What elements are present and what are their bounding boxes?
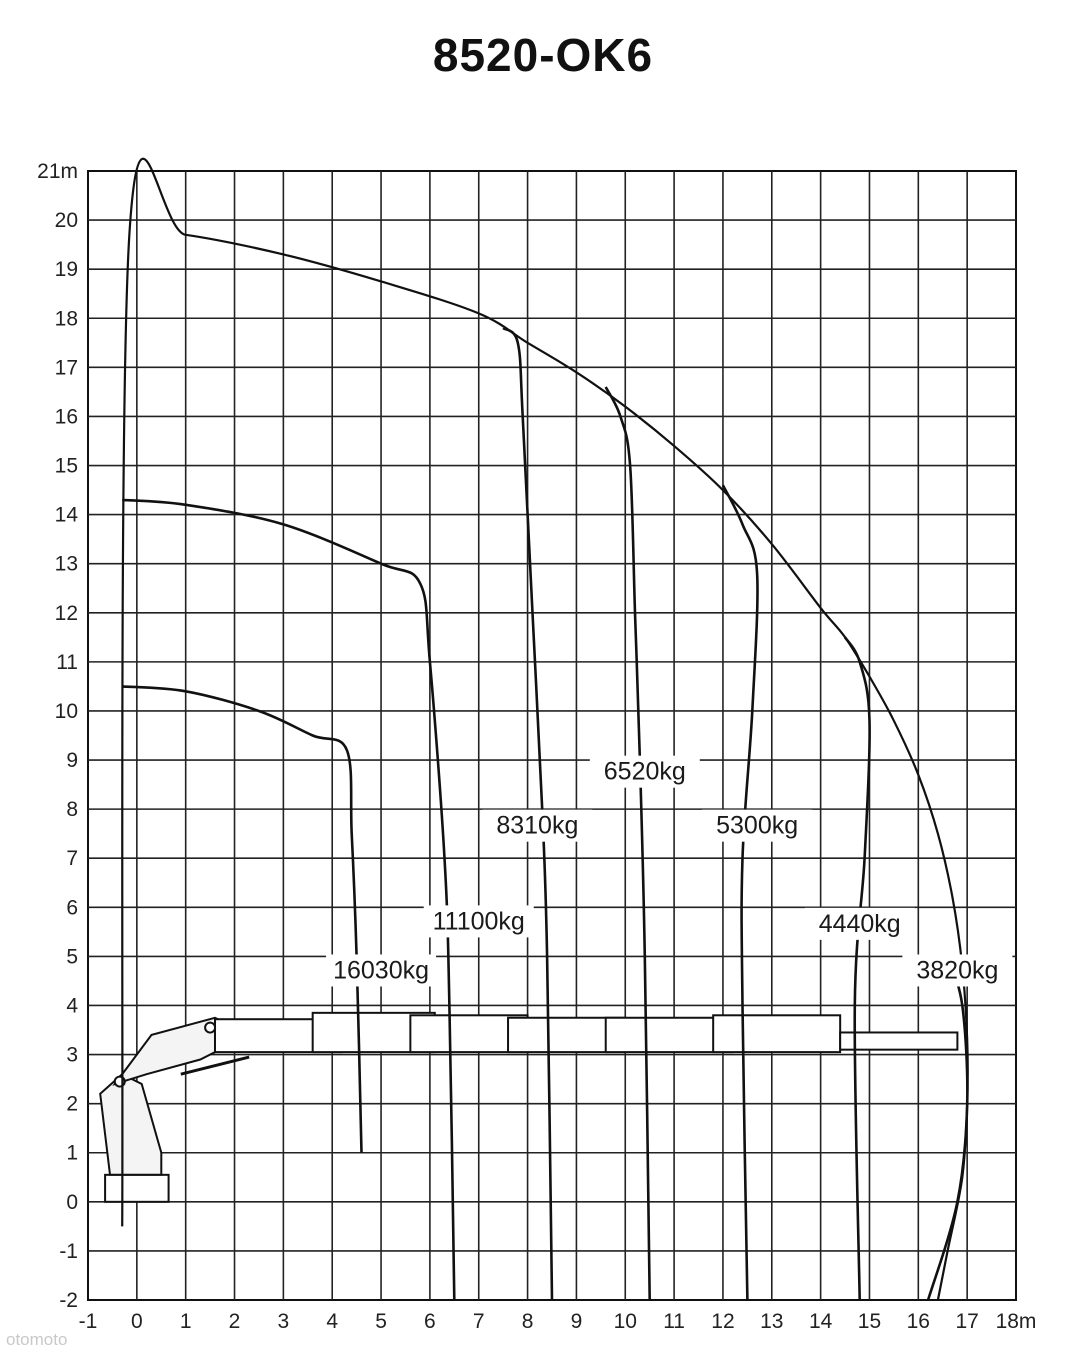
x-tick-label: 8 <box>522 1310 534 1333</box>
load-label-bg <box>326 954 437 987</box>
x-tick-label: 0 <box>131 1310 143 1333</box>
load-label-6520kg: 6520kg <box>604 758 686 786</box>
load-label-8310kg: 8310kg <box>496 812 578 840</box>
x-tick-label: -1 <box>79 1310 98 1333</box>
load-curve-5300kg <box>721 484 759 1301</box>
axis-ticks: -1 0 1 2 3 4 5 6 7 8 9 10 11 12 13 14 15 16 17 18m21m201918… <box>37 160 1036 1333</box>
y-tick-label: -2 <box>59 1289 78 1312</box>
boom-section <box>839 1031 959 1051</box>
load-label-bg <box>482 809 593 842</box>
x-tick-label: 9 <box>571 1310 583 1333</box>
load-label-4440kg: 4440kg <box>819 910 901 938</box>
y-tick-label: 20 <box>55 209 78 232</box>
y-tick-label: 7 <box>66 847 78 870</box>
x-tick-label: 5 <box>375 1310 387 1333</box>
y-tick-label: 3 <box>66 1044 78 1067</box>
y-tick-label: 11 <box>56 651 78 674</box>
y-tick-label: 8 <box>66 798 78 821</box>
grid <box>87 170 1017 1301</box>
x-tick-label: 17 <box>955 1310 978 1333</box>
x-tick-label: 18m <box>996 1310 1037 1333</box>
y-tick-label: 18 <box>55 307 78 330</box>
y-tick-label: 10 <box>55 700 78 723</box>
y-tick-label: 19 <box>55 258 78 281</box>
load-curve-3820kg <box>926 955 969 1301</box>
y-tick-label: 1 <box>66 1142 78 1165</box>
load-label-bg <box>589 755 700 788</box>
load-label-bg <box>804 907 915 940</box>
x-tick-label: 7 <box>473 1310 485 1333</box>
load-label-16030kg: 16030kg <box>333 956 429 984</box>
x-tick-label: 10 <box>614 1310 637 1333</box>
y-tick-label: 14 <box>55 504 79 527</box>
plot-frame <box>87 170 1017 1301</box>
x-tick-label: 6 <box>424 1310 436 1333</box>
y-tick-label: 13 <box>55 553 78 576</box>
x-tick-label: 16 <box>907 1310 930 1333</box>
x-tick-label: 15 <box>858 1310 881 1333</box>
y-tick-label: 5 <box>66 945 78 968</box>
y-tick-label: 6 <box>66 896 78 919</box>
load-label-5300kg: 5300kg <box>716 812 798 840</box>
y-tick-label: 0 <box>66 1191 78 1214</box>
load-label-3820kg: 3820kg <box>916 956 998 984</box>
load-label-11100kg: 11100kg <box>433 907 525 935</box>
x-tick-label: 12 <box>711 1310 734 1333</box>
y-tick-label: 21m <box>37 160 78 183</box>
x-tick-label: 13 <box>760 1310 783 1333</box>
load-curve-11100kg <box>122 498 456 1301</box>
y-tick-label: 17 <box>55 356 78 379</box>
load-curve-16030kg <box>122 685 363 1153</box>
y-tick-label: 9 <box>66 749 78 772</box>
watermark-text: otomoto <box>6 1330 68 1349</box>
chart-title: 8520-OK6 <box>432 29 654 81</box>
load-curve-4440kg <box>843 636 871 1301</box>
x-tick-label: 3 <box>278 1310 290 1333</box>
y-tick-label: 4 <box>66 994 78 1017</box>
load-label-bg <box>423 905 534 938</box>
y-tick-label: 2 <box>66 1093 78 1116</box>
y-tick-label: -1 <box>59 1240 78 1263</box>
load-curve-8310kg <box>502 326 554 1301</box>
envelope-curve <box>121 157 969 1301</box>
boom-section <box>712 1014 842 1054</box>
y-tick-label: 12 <box>55 602 78 625</box>
crane-drawing <box>99 1011 959 1203</box>
load-curve-6520kg <box>604 386 651 1301</box>
x-tick-label: 14 <box>809 1310 833 1333</box>
y-tick-label: 15 <box>55 455 78 478</box>
x-tick-label: 2 <box>229 1310 241 1333</box>
y-tick-label: 16 <box>55 405 78 428</box>
load-label-bg <box>902 954 1013 987</box>
load-label-bg <box>702 809 813 842</box>
crane-cylinder <box>180 1055 250 1076</box>
pivot-pin <box>204 1021 217 1034</box>
x-tick-label: 4 <box>326 1310 338 1333</box>
boom-section <box>604 1016 734 1054</box>
crane-column <box>99 1073 163 1176</box>
x-tick-label: 1 <box>180 1310 192 1333</box>
load-curves <box>121 157 969 1301</box>
x-tick-label: 11 <box>663 1310 685 1333</box>
crane-base <box>104 1173 170 1203</box>
